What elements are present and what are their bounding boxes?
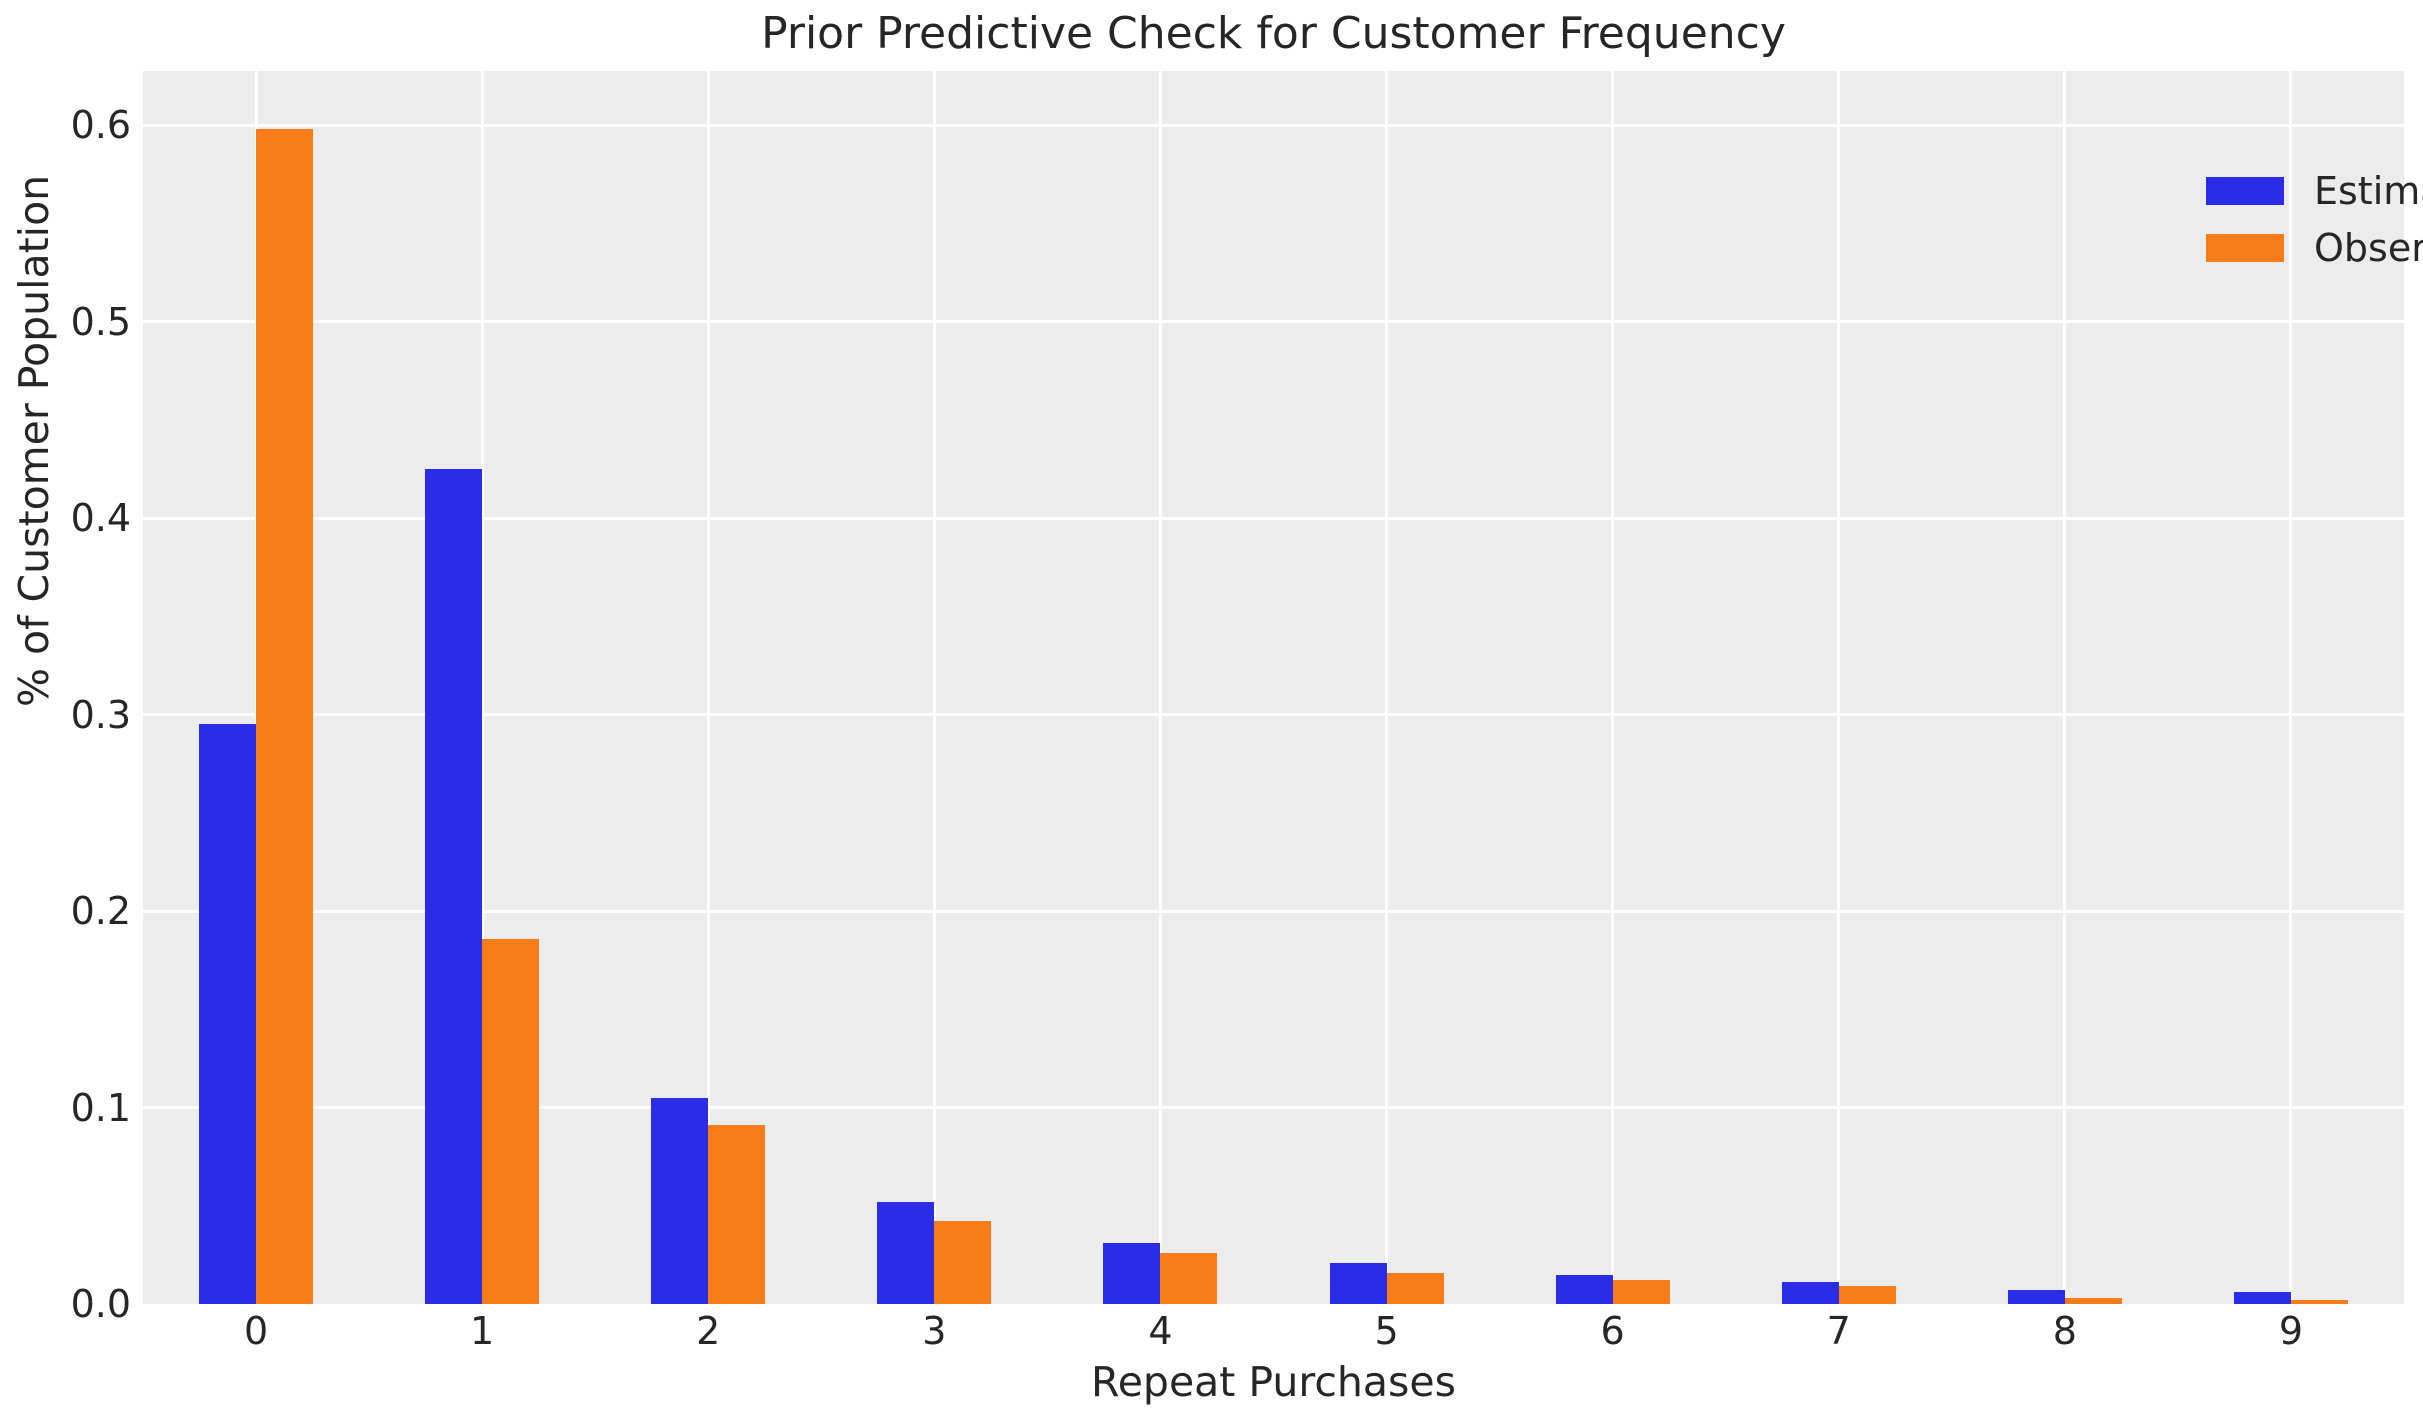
gridline-y-0.4 [143,516,2404,520]
gridline-x-9 [2289,71,2293,1304]
gridline-x-6 [1611,71,1615,1304]
gridline-x-1 [480,71,484,1304]
gridline-x-4 [1158,71,1162,1304]
bar-estimated-1 [425,468,483,1304]
legend-label-estimated: Estimated [2314,169,2423,213]
ytick-0.4: 0.4 [70,496,131,541]
bar-observed-4 [1160,1252,1218,1304]
ytick-0.3: 0.3 [70,692,131,737]
legend-swatch-estimated [2206,177,2284,205]
bar-observed-3 [934,1221,992,1304]
gridline-x-2 [706,71,710,1304]
ytick-0.6: 0.6 [70,103,131,148]
bar-estimated-6 [1555,1274,1613,1304]
xtick-0: 0 [243,1309,269,1353]
bar-observed-6 [1612,1280,1670,1304]
bar-estimated-3 [877,1201,935,1304]
legend: Estimated Observed [2206,167,2423,272]
bar-observed-5 [1386,1272,1444,1304]
xtick-7: 7 [1826,1309,1851,1353]
plot-area: Estimated Observed [143,71,2423,1304]
gridline-x-3 [932,71,936,1304]
legend-row-estimated: Estimated [2206,167,2423,215]
gridline-x-8 [2063,71,2067,1304]
legend-swatch-observed [2206,234,2284,262]
xtick-1: 1 [470,1309,495,1353]
gridline-x-5 [1385,71,1389,1304]
ytick-0.2: 0.2 [70,889,131,933]
bar-estimated-2 [651,1097,709,1304]
xtick-3: 3 [922,1309,947,1353]
ytick-0.5: 0.5 [70,299,131,344]
ytick-0.1: 0.1 [70,1085,131,1130]
bar-estimated-8 [2007,1290,2065,1304]
bar-observed-1 [482,938,540,1304]
bar-estimated-9 [2233,1292,2291,1304]
ytick-0.0: 0.0 [70,1282,131,1326]
bar-observed-8 [2064,1298,2122,1304]
xtick-4: 4 [1148,1309,1173,1353]
chart-title: Prior Predictive Check for Customer Freq… [761,8,1786,59]
legend-label-observed: Observed [2314,226,2423,270]
gridline-x-7 [1837,71,1841,1304]
gridline-y-0.1 [143,1106,2404,1110]
bar-observed-0 [256,128,314,1304]
bar-estimated-7 [1781,1282,1839,1304]
xtick-2: 2 [696,1309,721,1353]
legend-row-observed: Observed [2206,224,2423,272]
xtick-9: 9 [2278,1309,2304,1353]
xtick-6: 6 [1600,1309,1625,1353]
gridline-y-0.6 [143,123,2404,127]
xtick-8: 8 [2052,1309,2077,1353]
bar-estimated-5 [1329,1262,1387,1304]
bar-estimated-4 [1103,1243,1161,1304]
gridline-y-0.5 [143,320,2404,324]
x-axis-label: Repeat Purchases [1091,1358,1456,1406]
gridline-y-0.3 [143,713,2404,717]
bar-observed-7 [1838,1286,1896,1304]
bar-observed-9 [2290,1300,2348,1304]
gridline-y-0.2 [143,909,2404,913]
bar-observed-2 [708,1125,766,1304]
xtick-5: 5 [1374,1309,1399,1353]
bar-estimated-0 [199,724,257,1304]
